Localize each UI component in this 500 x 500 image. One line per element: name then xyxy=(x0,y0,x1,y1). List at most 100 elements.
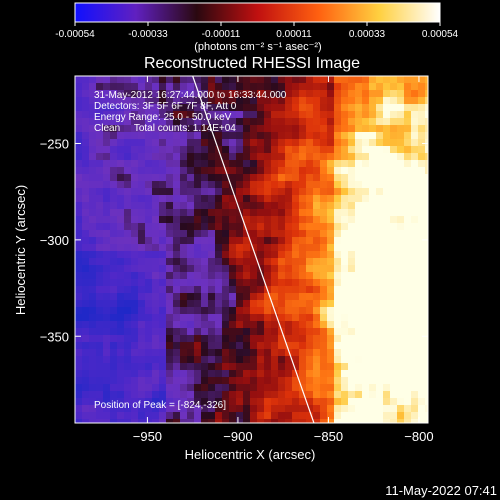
heatmap-cell xyxy=(285,174,293,182)
heatmap-cell xyxy=(376,328,384,336)
heatmap-cell xyxy=(82,125,90,133)
heatmap-cell xyxy=(362,97,370,105)
heatmap-cell xyxy=(180,132,188,140)
heatmap-cell xyxy=(257,391,265,399)
heatmap-cell xyxy=(397,370,405,378)
heatmap-cell xyxy=(145,279,153,287)
heatmap-cell xyxy=(243,76,251,84)
heatmap-cell xyxy=(145,293,153,301)
heatmap-cell xyxy=(264,293,272,301)
heatmap-cell xyxy=(425,125,428,133)
heatmap-cell xyxy=(264,363,272,371)
colorbar-tick-label: -0.00054 xyxy=(55,29,95,40)
heatmap-cell xyxy=(103,125,111,133)
heatmap-cell xyxy=(404,363,412,371)
heatmap-cell xyxy=(306,202,314,210)
heatmap-cell xyxy=(362,104,370,112)
heatmap-cell xyxy=(306,356,314,364)
heatmap-cell xyxy=(271,160,279,168)
heatmap-cell xyxy=(194,195,202,203)
heatmap-cell xyxy=(376,125,384,133)
heatmap-cell xyxy=(229,111,237,119)
heatmap-cell xyxy=(152,342,160,350)
heatmap-cell xyxy=(320,251,328,259)
heatmap-cell xyxy=(355,279,363,287)
heatmap-cell xyxy=(404,258,412,266)
heatmap-cell xyxy=(271,181,279,189)
heatmap-cell xyxy=(411,265,419,273)
heatmap-cell xyxy=(278,118,286,126)
heatmap-cell xyxy=(187,349,195,357)
heatmap-cell xyxy=(250,286,258,294)
heatmap-cell xyxy=(222,398,230,406)
heatmap-cell xyxy=(194,342,202,350)
heatmap-cell xyxy=(278,153,286,161)
heatmap-cell xyxy=(404,328,412,336)
heatmap-cell xyxy=(138,391,146,399)
heatmap-cell xyxy=(166,104,174,112)
heatmap-cell xyxy=(411,419,419,423)
heatmap-cell xyxy=(124,209,132,217)
heatmap-cell xyxy=(96,412,104,420)
heatmap-cell xyxy=(390,244,398,252)
heatmap-cell xyxy=(124,244,132,252)
heatmap-cell xyxy=(250,377,258,385)
heatmap-cell xyxy=(334,195,342,203)
heatmap-cell xyxy=(229,286,237,294)
heatmap-cell xyxy=(103,328,111,336)
heatmap-cell xyxy=(75,230,83,238)
heatmap-cell xyxy=(96,97,104,105)
heatmap-cell xyxy=(411,181,419,189)
heatmap-cell xyxy=(103,279,111,287)
heatmap-cell xyxy=(75,391,83,399)
heatmap-cell xyxy=(418,370,426,378)
heatmap-cell xyxy=(341,97,349,105)
heatmap-cell xyxy=(362,265,370,273)
heatmap-cell xyxy=(334,419,342,423)
heatmap-cell xyxy=(278,76,286,84)
heatmap-cell xyxy=(152,237,160,245)
heatmap-cell xyxy=(425,76,428,84)
heatmap-cell xyxy=(89,384,97,392)
heatmap-cell xyxy=(313,153,321,161)
heatmap-cell xyxy=(341,132,349,140)
heatmap-cell xyxy=(257,104,265,112)
heatmap-cell xyxy=(320,202,328,210)
heatmap-cell xyxy=(208,118,216,126)
heatmap-cell xyxy=(110,391,118,399)
heatmap-cell xyxy=(334,244,342,252)
heatmap-cell xyxy=(96,398,104,406)
heatmap-cell xyxy=(110,90,118,98)
heatmap-cell xyxy=(229,363,237,371)
heatmap-cell xyxy=(173,419,181,423)
heatmap-cell xyxy=(208,125,216,133)
heatmap-cell xyxy=(89,412,97,420)
heatmap-cell xyxy=(313,188,321,196)
heatmap-cell xyxy=(124,97,132,105)
heatmap-cell xyxy=(75,293,83,301)
heatmap-cell xyxy=(376,265,384,273)
heatmap-cell xyxy=(187,272,195,280)
heatmap-cell xyxy=(390,139,398,147)
heatmap-cell xyxy=(173,160,181,168)
heatmap-cell xyxy=(117,160,125,168)
heatmap-cell xyxy=(299,398,307,406)
heatmap-cell xyxy=(243,244,251,252)
heatmap-cell xyxy=(236,230,244,238)
heatmap-cell xyxy=(271,405,279,413)
heatmap-cell xyxy=(96,90,104,98)
heatmap-cell xyxy=(362,181,370,189)
heatmap-cell xyxy=(369,237,377,245)
heatmap-cell xyxy=(292,167,300,175)
heatmap-cell xyxy=(369,405,377,413)
heatmap-cell xyxy=(250,272,258,280)
heatmap-cell xyxy=(292,230,300,238)
heatmap-cell xyxy=(124,307,132,315)
heatmap-cell xyxy=(257,363,265,371)
heatmap-cell xyxy=(411,391,419,399)
colorbar-units-label: (photons cm⁻² s⁻¹ asec⁻²) xyxy=(194,41,321,53)
colorbar-ticks: -0.00054 -0.00033 -0.00011 0.00011 0.00033 0.… xyxy=(55,22,459,40)
heatmap-cell xyxy=(397,419,405,423)
heatmap-cell xyxy=(173,237,181,245)
heatmap-cell xyxy=(341,314,349,322)
